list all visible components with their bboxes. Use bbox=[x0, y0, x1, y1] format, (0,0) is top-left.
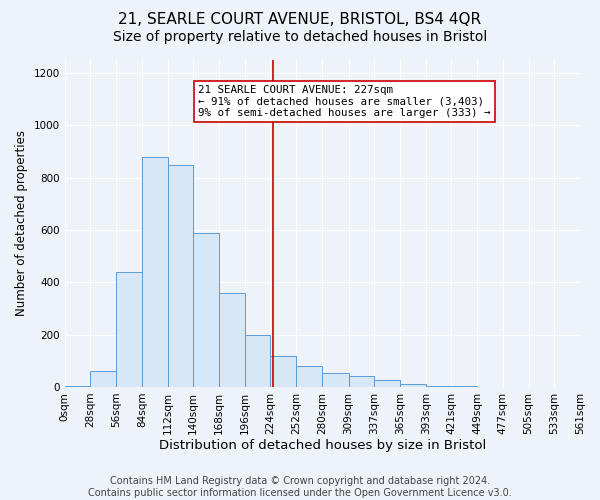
Bar bbox=[451, 386, 477, 387]
Bar bbox=[116, 272, 142, 387]
Bar bbox=[65, 386, 91, 387]
Bar bbox=[91, 372, 116, 387]
Y-axis label: Number of detached properties: Number of detached properties bbox=[15, 130, 28, 316]
Bar bbox=[400, 384, 425, 387]
Bar bbox=[296, 366, 322, 387]
Text: Contains HM Land Registry data © Crown copyright and database right 2024.
Contai: Contains HM Land Registry data © Crown c… bbox=[88, 476, 512, 498]
X-axis label: Distribution of detached houses by size in Bristol: Distribution of detached houses by size … bbox=[159, 440, 486, 452]
Bar bbox=[322, 372, 349, 387]
Text: 21 SEARLE COURT AVENUE: 227sqm
← 91% of detached houses are smaller (3,403)
9% o: 21 SEARLE COURT AVENUE: 227sqm ← 91% of … bbox=[198, 85, 490, 118]
Bar bbox=[167, 164, 193, 387]
Bar bbox=[271, 356, 296, 387]
Bar bbox=[425, 386, 451, 387]
Bar bbox=[245, 334, 271, 387]
Bar bbox=[374, 380, 400, 387]
Bar bbox=[219, 293, 245, 387]
Bar bbox=[142, 157, 167, 387]
Bar bbox=[349, 376, 374, 387]
Bar bbox=[193, 232, 219, 387]
Text: Size of property relative to detached houses in Bristol: Size of property relative to detached ho… bbox=[113, 30, 487, 44]
Text: 21, SEARLE COURT AVENUE, BRISTOL, BS4 4QR: 21, SEARLE COURT AVENUE, BRISTOL, BS4 4Q… bbox=[118, 12, 482, 28]
